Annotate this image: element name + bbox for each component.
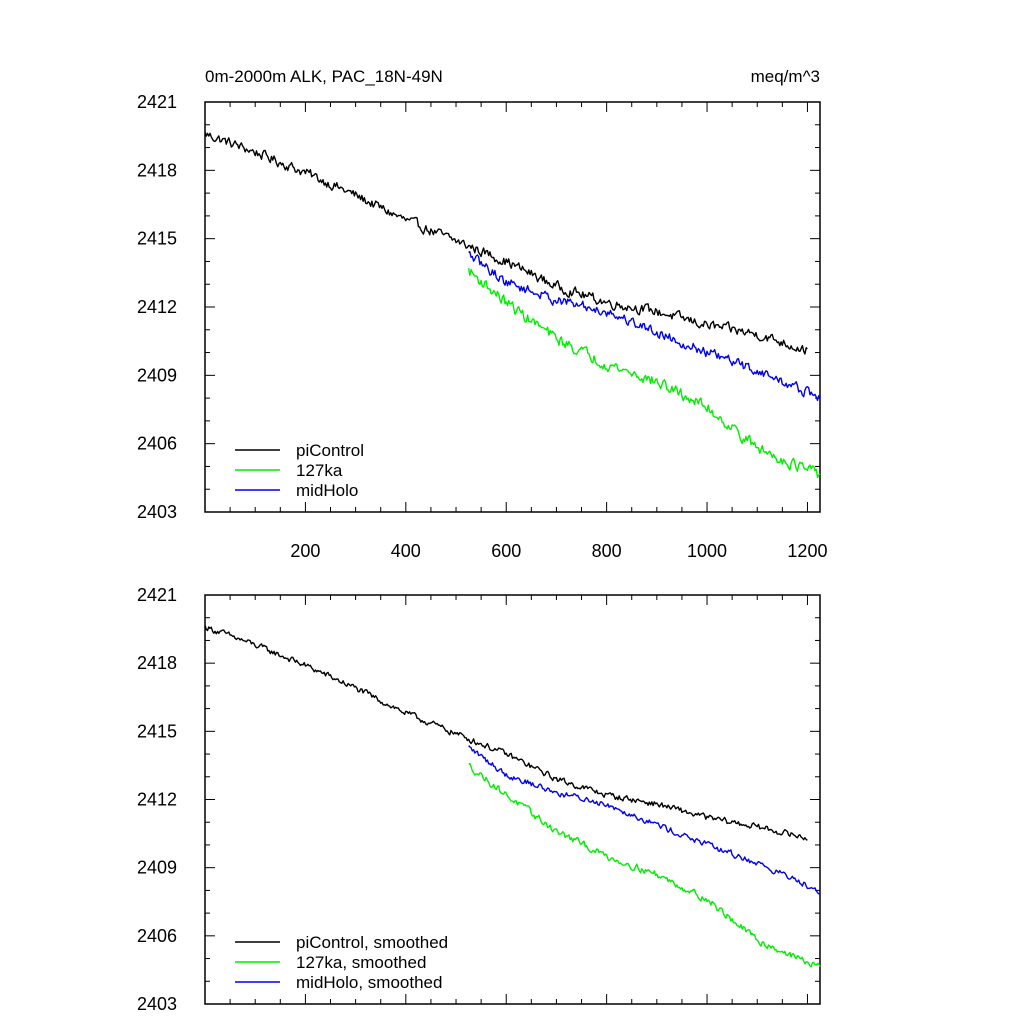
y-tick-label: 2415 [137, 229, 177, 249]
y-tick-label: 2409 [137, 365, 177, 385]
y-tick-label: 2409 [137, 858, 177, 878]
panel-units: meq/m^3 [751, 67, 820, 86]
y-tick-label: 2415 [137, 721, 177, 741]
x-tick-label: 1000 [687, 541, 727, 561]
series-line-1 [467, 268, 821, 479]
series-line-2 [468, 745, 821, 895]
legend-label: midHolo [296, 481, 358, 500]
legend-label: 127ka, smoothed [296, 953, 426, 972]
y-tick-label: 2406 [137, 926, 177, 946]
y-tick-label: 2421 [137, 92, 177, 112]
series-line-2 [468, 250, 821, 402]
y-tick-label: 2418 [137, 653, 177, 673]
legend-label: midHolo, smoothed [296, 973, 442, 992]
panel-title: 0m-2000m ALK, PAC_18N-49N [205, 67, 443, 86]
legend-label: piControl [296, 441, 364, 460]
y-tick-label: 2412 [137, 297, 177, 317]
series-line-0 [204, 625, 808, 841]
y-tick-label: 2403 [137, 994, 177, 1014]
panel-top: 0m-2000m ALK, PAC_18N-49N meq/m^3 2403 24… [137, 67, 828, 561]
legend-label: 127ka [296, 461, 343, 480]
y-tick-label: 2418 [137, 160, 177, 180]
y-tick-label: 2406 [137, 434, 177, 454]
x-tick-label: 200 [290, 541, 320, 561]
x-tick-label: 400 [391, 541, 421, 561]
legend-label: piControl, smoothed [296, 933, 448, 952]
x-tick-label: 800 [592, 541, 622, 561]
series-line-1 [468, 763, 821, 968]
y-tick-label: 2421 [137, 585, 177, 605]
x-tick-label: 600 [491, 541, 521, 561]
x-tick-label: 1200 [787, 541, 827, 561]
y-tick-label: 2403 [137, 502, 177, 522]
series-line-0 [204, 131, 808, 355]
panel-bottom: 2403 2406 2409 2412 2415 2418 2421 piControl, s… [137, 585, 821, 1014]
y-tick-label: 2412 [137, 790, 177, 810]
